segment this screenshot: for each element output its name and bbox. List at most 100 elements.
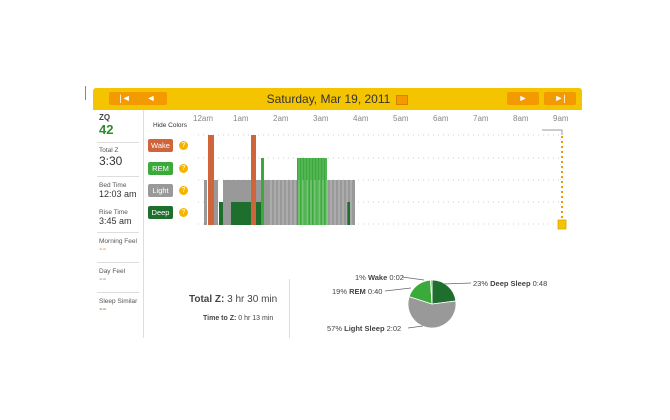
morning-feel-label: Morning Feel: [99, 238, 137, 245]
alarm-marker-icon: [557, 219, 567, 230]
zq-value: 42: [99, 122, 114, 137]
sleep-similar-value[interactable]: --: [99, 303, 107, 315]
light-help-icon[interactable]: ?: [179, 186, 188, 195]
hypnogram-bar: [208, 135, 214, 225]
legend-light: Light: [148, 184, 173, 197]
divider: [97, 176, 139, 177]
date-label: Saturday, Mar 19, 2011: [266, 92, 391, 106]
pie-label-wake-pct: 1%: [355, 273, 366, 282]
pie-leader-line: [407, 325, 424, 329]
morning-feel-stat[interactable]: Morning Feel --: [99, 238, 141, 255]
pie-slice-light-sleep: [407, 296, 457, 329]
pie-label-rem-time: 0:40: [367, 287, 383, 296]
bed-time-value: 12:03 am: [99, 189, 137, 199]
rise-time-label: Rise Time: [99, 209, 128, 216]
hypnogram-bar: [323, 180, 326, 225]
divider: [97, 262, 139, 263]
date-bar: |◄ ◄ Saturday, Mar 19, 2011 ► ►|: [93, 88, 582, 110]
legend-deep: Deep: [148, 206, 173, 219]
summary-total-z-label: Total Z:: [189, 294, 225, 305]
summary-time-to-z: Time to Z: 0 hr 13 min: [203, 315, 273, 322]
pie-label-deep-name: Deep Sleep: [490, 279, 531, 288]
hypnogram-bar: [214, 180, 218, 225]
hypnogram-bar: [251, 135, 256, 225]
wake-help-icon[interactable]: ?: [179, 141, 188, 150]
divider: [97, 232, 139, 233]
hypnogram-bar: [347, 202, 350, 225]
pie-label-deep-time: 0:48: [532, 279, 548, 288]
summary-time-to-z-value: 0 hr 13 min: [238, 315, 274, 322]
sleep-similar-stat[interactable]: Sleep Similar --: [99, 298, 141, 315]
first-night-button[interactable]: |◄: [109, 92, 141, 105]
hour-label: 4am: [353, 114, 369, 123]
hypnogram-bar: [256, 202, 261, 225]
total-z-value: 3:30: [99, 154, 123, 168]
bed-time-stat: Bed Time 12:03 am: [99, 182, 141, 199]
stats-sidebar: ZQ 42 Total Z 3:30 Bed Time 12:03 am Ris…: [93, 110, 144, 338]
summary-total-z-value: 3 hr 30 min: [227, 294, 278, 305]
zq-stat: ZQ 42: [99, 113, 141, 137]
divider: [97, 142, 139, 143]
rem-help-icon[interactable]: ?: [179, 164, 188, 173]
last-night-button[interactable]: ►|: [544, 92, 576, 105]
summary-divider: [289, 279, 290, 338]
hour-label: 1am: [233, 114, 249, 123]
legend-wake: Wake: [148, 139, 173, 152]
hypnogram-bar: [263, 180, 269, 225]
hypnogram: [198, 129, 567, 230]
day-feel-stat[interactable]: Day Feel --: [99, 268, 141, 285]
calendar-icon[interactable]: [396, 94, 409, 105]
summary-total-z: Total Z: 3 hr 30 min: [189, 294, 277, 305]
pie-leader-line: [384, 287, 412, 292]
hour-label: 8am: [513, 114, 529, 123]
hour-label: 6am: [433, 114, 449, 123]
hypnogram-bar: [204, 180, 207, 225]
pie-label-deep-pct: 23%: [473, 279, 489, 288]
pie-leader-line: [442, 282, 472, 285]
pie-label-deep: 23% Deep Sleep 0:48: [473, 279, 547, 288]
window-edge-line: [85, 86, 86, 100]
sleep-breakdown-pie: [384, 276, 472, 329]
next-night-button[interactable]: ►: [507, 92, 539, 105]
hypnogram-bar: [231, 202, 251, 225]
hypnogram-bar: [325, 180, 347, 225]
pie-label-light-pct: 57%: [327, 324, 343, 333]
pie-label-rem: 19% REM 0:40: [332, 287, 382, 296]
date-title: Saturday, Mar 19, 2011: [93, 88, 582, 110]
hour-label: 12am: [193, 114, 214, 123]
pie-label-wake-time: 0:02: [389, 273, 404, 282]
pie-label-wake-name: Wake: [367, 273, 388, 282]
hypnogram-bar: [219, 202, 223, 225]
rise-time-stat: Rise Time 3:45 am: [99, 209, 141, 226]
deep-help-icon[interactable]: ?: [179, 208, 188, 217]
hour-label: 2am: [273, 114, 289, 123]
pie-label-rem-pct: 19%: [332, 287, 348, 296]
morning-feel-value[interactable]: --: [99, 243, 107, 255]
day-feel-label: Day Feel: [99, 268, 126, 275]
divider: [97, 292, 139, 293]
sleep-graph-panel: |◄ ◄ Saturday, Mar 19, 2011 ► ►| ZQ 42 T…: [93, 88, 582, 338]
total-z-label: Total Z: [99, 147, 119, 154]
total-z-stat: Total Z 3:30: [99, 147, 141, 168]
pie-label-light: 57% Light Sleep 2:02: [327, 324, 401, 333]
rise-time-value: 3:45 am: [99, 216, 132, 226]
pie-slice-deep-sleep: [431, 279, 457, 305]
day-feel-value[interactable]: --: [99, 273, 107, 285]
sleep-similar-label: Sleep Similar: [99, 298, 138, 305]
previous-night-button[interactable]: ◄: [135, 92, 167, 105]
legend-rem: REM: [148, 162, 173, 175]
pie-label-light-name: Light Sleep: [344, 324, 385, 333]
pie-label-wake: 1% Wake 0:02: [355, 273, 404, 282]
pie-slice-wake: [430, 279, 433, 305]
hide-colors-link[interactable]: Hide Colors: [153, 122, 187, 129]
hypnogram-bar: [269, 180, 301, 225]
hour-label: 5am: [393, 114, 409, 123]
hour-label: 3am: [313, 114, 329, 123]
hypnogram-bar: [223, 180, 229, 225]
hour-label: 7am: [473, 114, 489, 123]
alarm-window-bracket: [542, 129, 563, 135]
summary-time-to-z-label: Time to Z:: [203, 315, 237, 322]
hypnogram-bar: [261, 158, 264, 225]
hour-label: 9am: [553, 114, 569, 123]
bed-time-label: Bed Time: [99, 182, 127, 189]
